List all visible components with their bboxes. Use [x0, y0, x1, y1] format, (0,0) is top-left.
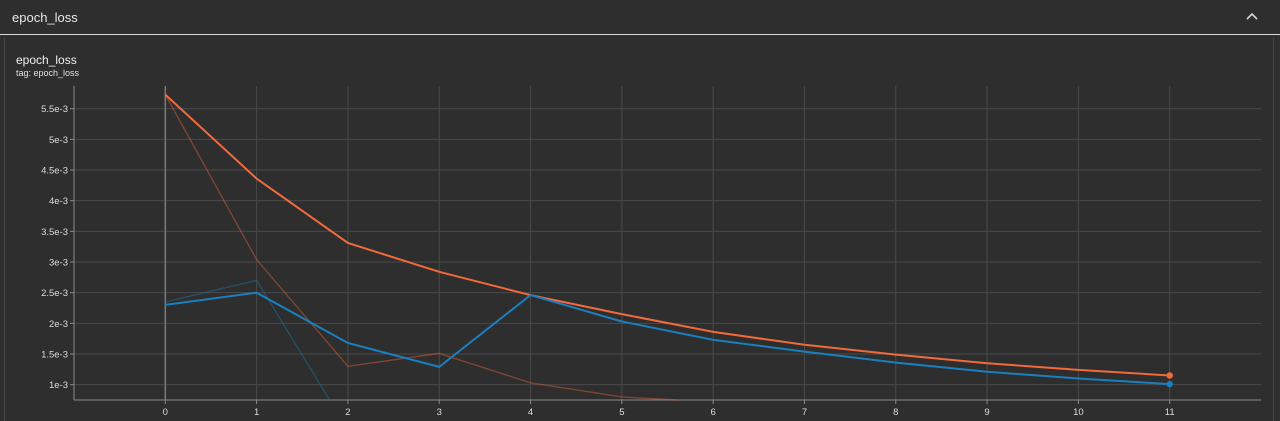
- x-tick-label: 6: [711, 407, 716, 418]
- x-tick-label: 4: [528, 407, 533, 418]
- series-1-end-point[interactable]: [1166, 380, 1173, 388]
- y-tick-label: 3e-3: [49, 258, 68, 269]
- y-tick-label: 3.5e-3: [41, 227, 68, 238]
- x-tick-label: 10: [1073, 407, 1084, 418]
- chart-card: epoch_loss tag: epoch_loss: [4, 38, 1274, 421]
- chart-tag: tag: epoch_loss: [16, 68, 80, 78]
- series-0-line[interactable]: [164, 93, 1170, 377]
- series-0-end-point[interactable]: [1166, 372, 1173, 379]
- series-1-line[interactable]: [165, 291, 1170, 386]
- y-tick-label: 2.5e-3: [41, 288, 68, 299]
- x-tick-label: 2: [345, 407, 350, 418]
- y-tick-label: 1e-3: [49, 380, 68, 391]
- collapse-button[interactable]: [1242, 8, 1262, 26]
- x-tick-label: 0: [163, 407, 168, 418]
- series-1-raw-line: [165, 279, 331, 401]
- chevron-up-icon: [1246, 12, 1258, 20]
- series-0-raw-line: [164, 94, 677, 401]
- y-tick-label: 4e-3: [49, 196, 68, 207]
- y-tick-label: 5.5e-3: [41, 104, 68, 115]
- x-tick-label: 9: [984, 407, 989, 418]
- x-tick-label: 1: [254, 407, 259, 418]
- card-header: epoch_loss: [0, 0, 1280, 35]
- x-tick-label: 3: [437, 407, 442, 418]
- x-tick-label: 8: [893, 407, 898, 418]
- x-tick-label: 11: [1165, 407, 1175, 418]
- card-title: epoch_loss: [12, 10, 78, 25]
- y-tick-label: 2e-3: [49, 319, 68, 330]
- chart-title: epoch_loss: [16, 53, 77, 67]
- x-tick-label: 7: [802, 407, 807, 418]
- y-tick-label: 5e-3: [49, 135, 68, 146]
- y-tick-label: 1.5e-3: [41, 350, 68, 361]
- y-tick-label: 4.5e-3: [41, 166, 68, 177]
- x-tick-label: 5: [619, 407, 624, 418]
